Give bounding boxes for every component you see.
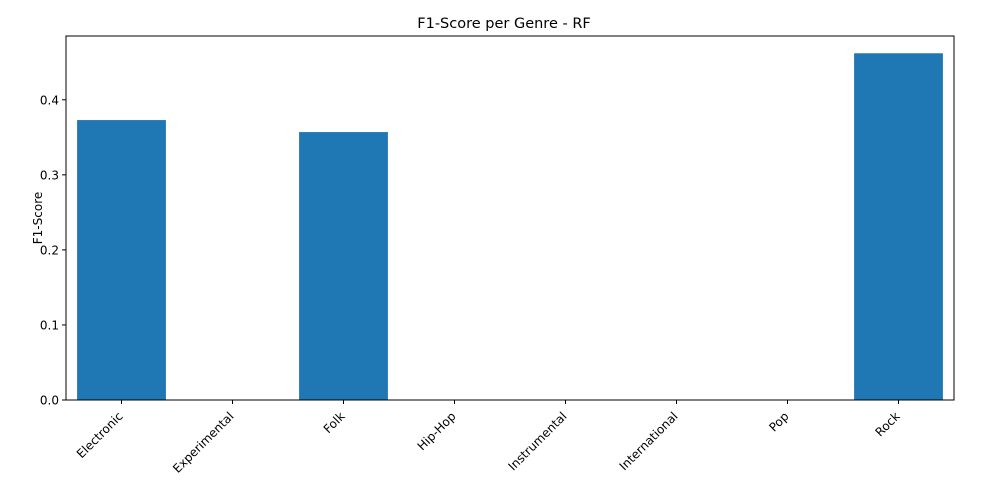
y-tick-label: 0.1 <box>40 318 59 332</box>
chart-title: F1-Score per Genre - RF <box>417 16 591 32</box>
plot-frame <box>65 35 955 401</box>
axes-group: 0.0 0.1 0.2 0.3 0.4 Electronic Experimental Fol… <box>40 35 955 476</box>
x-tick-label-folk: Folk <box>321 409 348 436</box>
bars-group <box>77 53 943 400</box>
bar-electronic <box>77 120 166 400</box>
bar-rock <box>854 53 943 400</box>
x-tick-label-electronic: Electronic <box>74 409 126 461</box>
y-axis-label: F1-Score <box>31 192 45 244</box>
x-tick-label-instrumental: Instrumental <box>505 409 569 473</box>
y-tick-label: 0.3 <box>40 168 59 182</box>
y-tick-label: 0.0 <box>40 394 59 408</box>
x-tick-label-experimental: Experimental <box>170 409 236 475</box>
x-tick-label-international: International <box>617 409 681 473</box>
y-tick-label: 0.4 <box>40 93 59 107</box>
x-tick-label-pop: Pop <box>766 409 791 434</box>
x-tick-label-hip-hop: Hip-Hop <box>415 409 459 453</box>
y-tick-label: 0.2 <box>40 243 59 257</box>
bar-folk <box>299 132 388 400</box>
x-tick-label-rock: Rock <box>872 409 902 439</box>
